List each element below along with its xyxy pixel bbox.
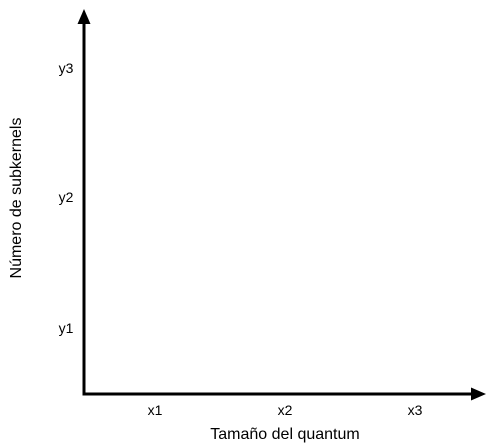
y-tick-label-y3: y3	[59, 60, 74, 76]
x-tick-label-x3: x3	[408, 402, 423, 418]
y-tick-label-y2: y2	[59, 189, 74, 205]
y-tick-label-y1: y1	[59, 320, 74, 336]
x-axis-label: Tamaño del quantum	[210, 426, 359, 443]
y-axis-label: Número de subkernels	[8, 118, 25, 279]
y-axis-arrowhead	[77, 9, 91, 24]
x-tick-label-x2: x2	[278, 402, 293, 418]
x-tick-label-x1: x1	[148, 402, 163, 418]
x-axis-arrowhead	[471, 387, 486, 401]
